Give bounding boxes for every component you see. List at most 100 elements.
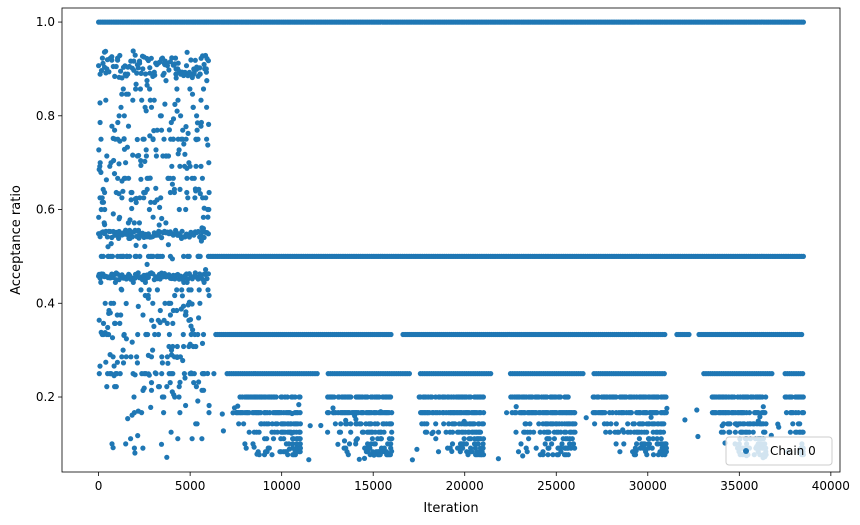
data-point: [206, 121, 212, 127]
data-point: [131, 394, 137, 400]
data-point: [198, 238, 204, 244]
data-point: [104, 234, 110, 240]
data-point: [335, 441, 341, 447]
data-point: [205, 58, 211, 64]
data-point: [441, 421, 447, 427]
data-point: [663, 410, 669, 416]
data-point: [183, 124, 189, 130]
x-tick-label: 20000: [446, 479, 484, 493]
data-point: [164, 354, 170, 360]
data-point: [204, 78, 210, 84]
data-point: [136, 152, 142, 159]
data-point: [169, 55, 175, 61]
data-point: [147, 97, 153, 103]
data-point: [481, 410, 487, 416]
data-point: [169, 163, 175, 169]
data-point: [196, 315, 202, 321]
data-point: [203, 69, 209, 75]
data-point: [633, 448, 639, 454]
data-point: [189, 301, 195, 307]
data-point: [201, 234, 207, 241]
data-point: [137, 60, 143, 66]
x-tick-label: 15000: [354, 479, 392, 493]
data-point: [569, 436, 575, 442]
data-point: [164, 320, 170, 326]
data-point: [109, 54, 115, 60]
data-point: [125, 416, 131, 422]
data-point: [179, 287, 185, 293]
data-point: [520, 453, 526, 459]
data-point: [193, 384, 199, 390]
data-point: [99, 55, 105, 61]
data-point: [186, 69, 192, 75]
data-point: [101, 64, 108, 70]
data-point: [799, 331, 805, 338]
data-point: [161, 410, 167, 416]
data-point: [480, 445, 486, 451]
data-point: [145, 292, 151, 299]
data-point: [162, 300, 168, 306]
data-point: [138, 158, 144, 164]
data-point: [170, 371, 176, 377]
data-point: [174, 307, 180, 314]
data-point: [165, 360, 171, 366]
data-point: [727, 429, 733, 435]
data-point: [435, 429, 442, 435]
data-point: [174, 287, 180, 293]
data-point: [97, 100, 103, 106]
data-point: [106, 331, 112, 338]
data-point: [172, 292, 178, 299]
data-point: [194, 120, 201, 126]
data-point: [171, 189, 177, 196]
data-point: [144, 186, 150, 192]
data-point: [188, 331, 194, 338]
y-axis-label: Acceptance ratio: [9, 185, 24, 295]
data-point: [369, 436, 375, 442]
data-point: [570, 441, 577, 447]
data-point: [468, 394, 474, 400]
data-point: [190, 104, 196, 110]
data-point: [100, 199, 107, 205]
data-point: [650, 452, 657, 458]
data-point: [763, 421, 769, 427]
data-point: [682, 417, 688, 423]
data-point: [270, 436, 277, 442]
data-point: [169, 181, 175, 187]
data-point: [123, 160, 129, 166]
data-point: [452, 421, 458, 427]
data-point: [531, 429, 537, 435]
data-point: [783, 410, 790, 416]
data-point: [177, 354, 183, 360]
data-point: [175, 97, 181, 103]
data-point: [168, 429, 174, 435]
data-point: [461, 418, 467, 424]
data-point: [265, 421, 272, 427]
data-point: [96, 63, 102, 69]
data-point: [290, 441, 296, 447]
data-point: [100, 253, 106, 259]
data-point: [159, 354, 165, 360]
scatter-points: [96, 19, 807, 463]
data-point: [189, 74, 195, 81]
data-point: [180, 303, 187, 309]
data-point: [116, 113, 122, 119]
data-point: [463, 441, 469, 447]
data-point: [96, 214, 102, 220]
data-point: [97, 163, 103, 169]
data-point: [343, 417, 349, 423]
data-point: [187, 86, 193, 92]
data-point: [414, 446, 420, 452]
data-point: [644, 429, 650, 435]
data-point: [107, 310, 113, 316]
data-point: [187, 317, 194, 323]
data-point: [449, 441, 456, 447]
data-point: [184, 49, 190, 55]
data-point: [563, 429, 569, 435]
data-point: [381, 429, 387, 435]
data-point: [181, 141, 187, 147]
data-point: [332, 421, 338, 427]
data-point: [167, 380, 173, 386]
data-point: [443, 429, 449, 435]
data-point: [114, 359, 120, 365]
data-point: [174, 86, 180, 92]
